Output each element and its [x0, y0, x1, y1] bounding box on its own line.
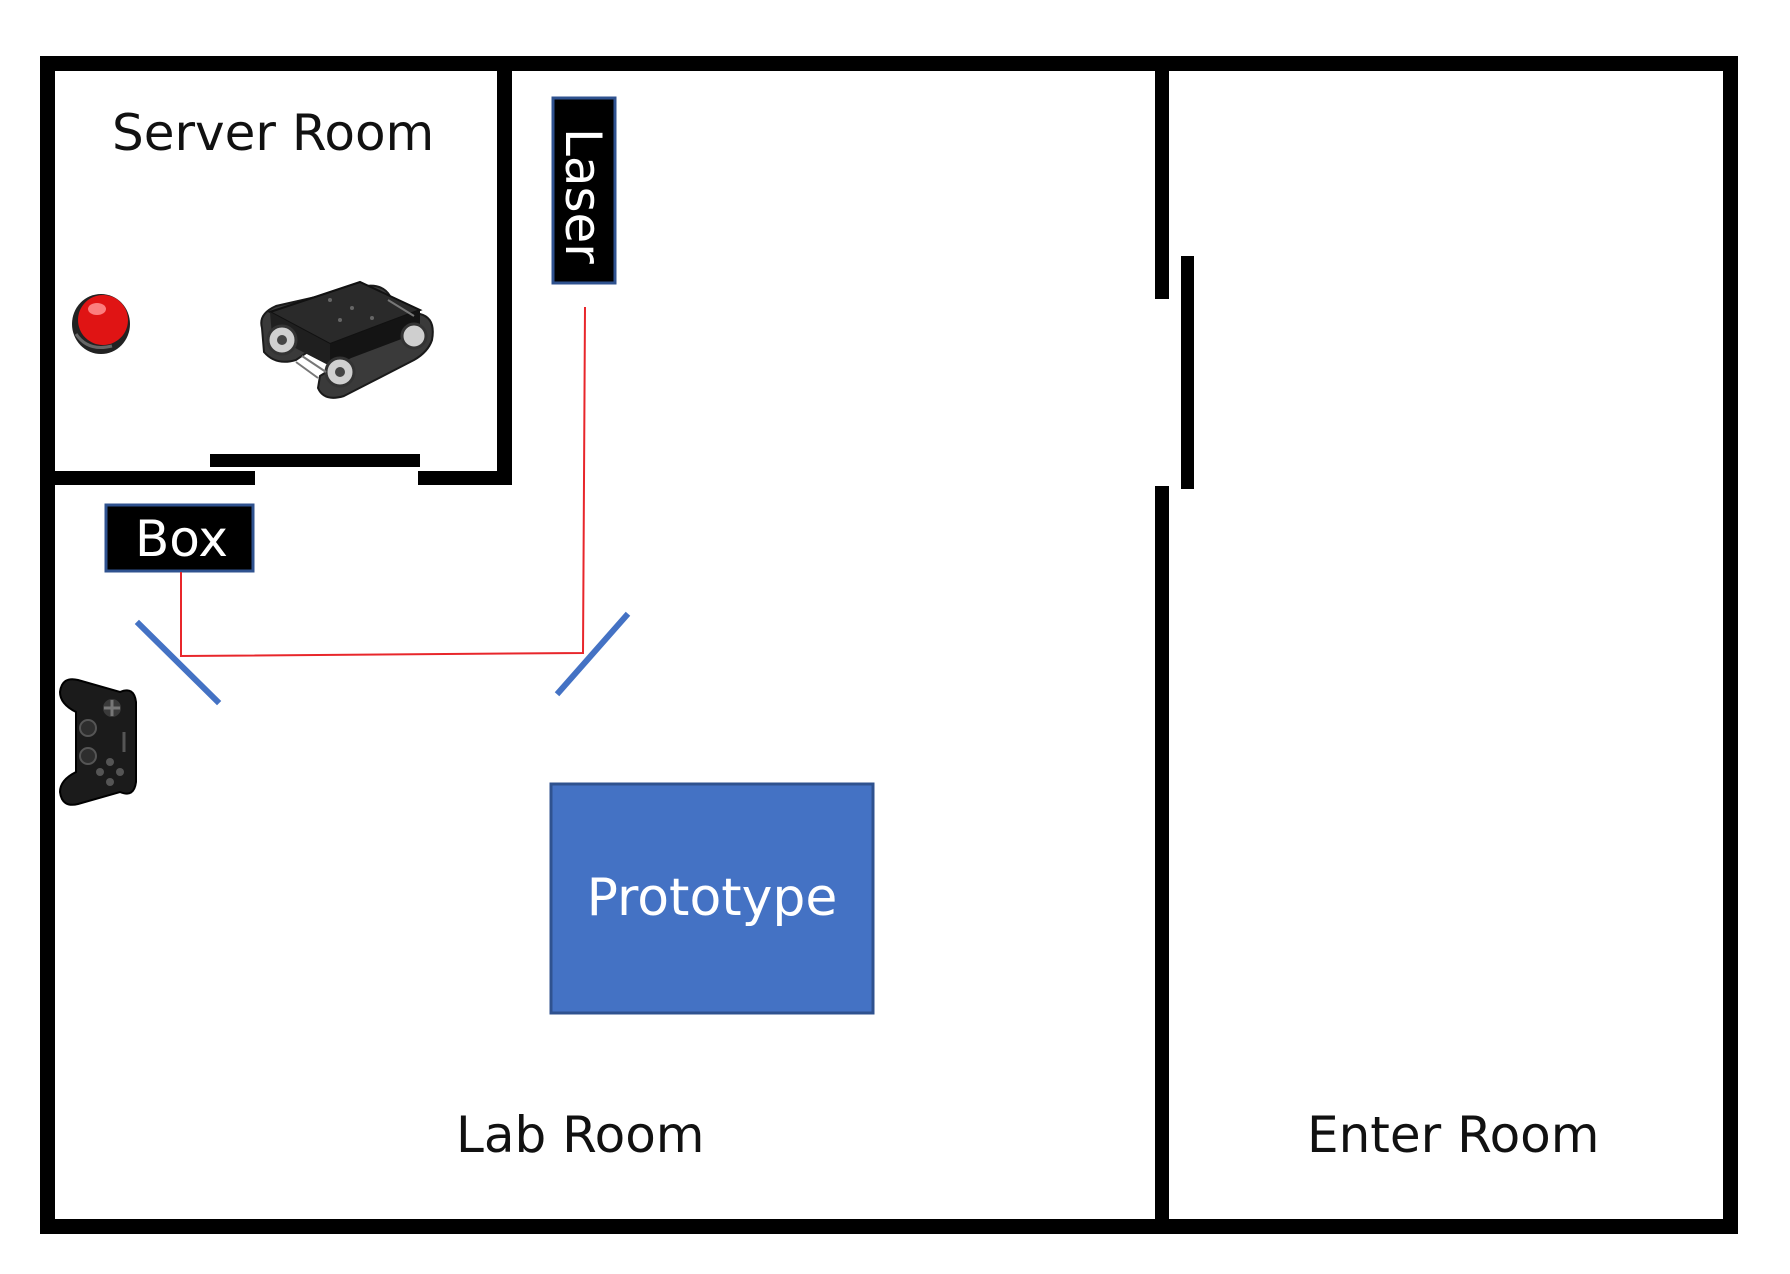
divider-door-leaf [1181, 256, 1194, 489]
box-tag-text: Box [135, 510, 228, 568]
laser-beam [180, 306, 586, 658]
lab-room-label: Lab Room [456, 1106, 705, 1164]
outer-wall-bottom [40, 1219, 1738, 1234]
enter-room-label: Enter Room [1307, 1106, 1599, 1164]
prototype-box [549, 782, 875, 1015]
outer-wall-right [1723, 56, 1738, 1234]
mirrors [134, 611, 631, 706]
prototype-label: Prototype [587, 868, 838, 928]
mirror-left [134, 619, 222, 706]
server-room-bottom-wall-right [418, 471, 512, 485]
prototype-block: Prototype [549, 782, 875, 1015]
server-room-right-wall [497, 56, 512, 482]
walls [40, 56, 1738, 1234]
box-tag-box [104, 503, 255, 573]
box-tag: Box [104, 503, 255, 573]
laser-beam-path [180, 306, 586, 658]
outer-wall-left [40, 56, 55, 1234]
divider-wall-upper [1155, 56, 1169, 299]
tracked-robot-chassis-icon [260, 280, 434, 399]
gamepad-controller-icon [58, 678, 137, 806]
server-room-door-leaf [210, 454, 420, 467]
laser-tag-box [551, 96, 617, 285]
server-room-label: Server Room [112, 104, 434, 162]
laser-tag-text: Laser [554, 128, 612, 264]
divider-wall-lower [1155, 486, 1169, 1234]
mirror-right [554, 611, 631, 697]
outer-wall-top [40, 56, 1738, 71]
laser-tag: Laser [551, 96, 617, 285]
server-room-bottom-wall-left [40, 471, 255, 485]
red-alarm-button-icon [72, 294, 130, 354]
